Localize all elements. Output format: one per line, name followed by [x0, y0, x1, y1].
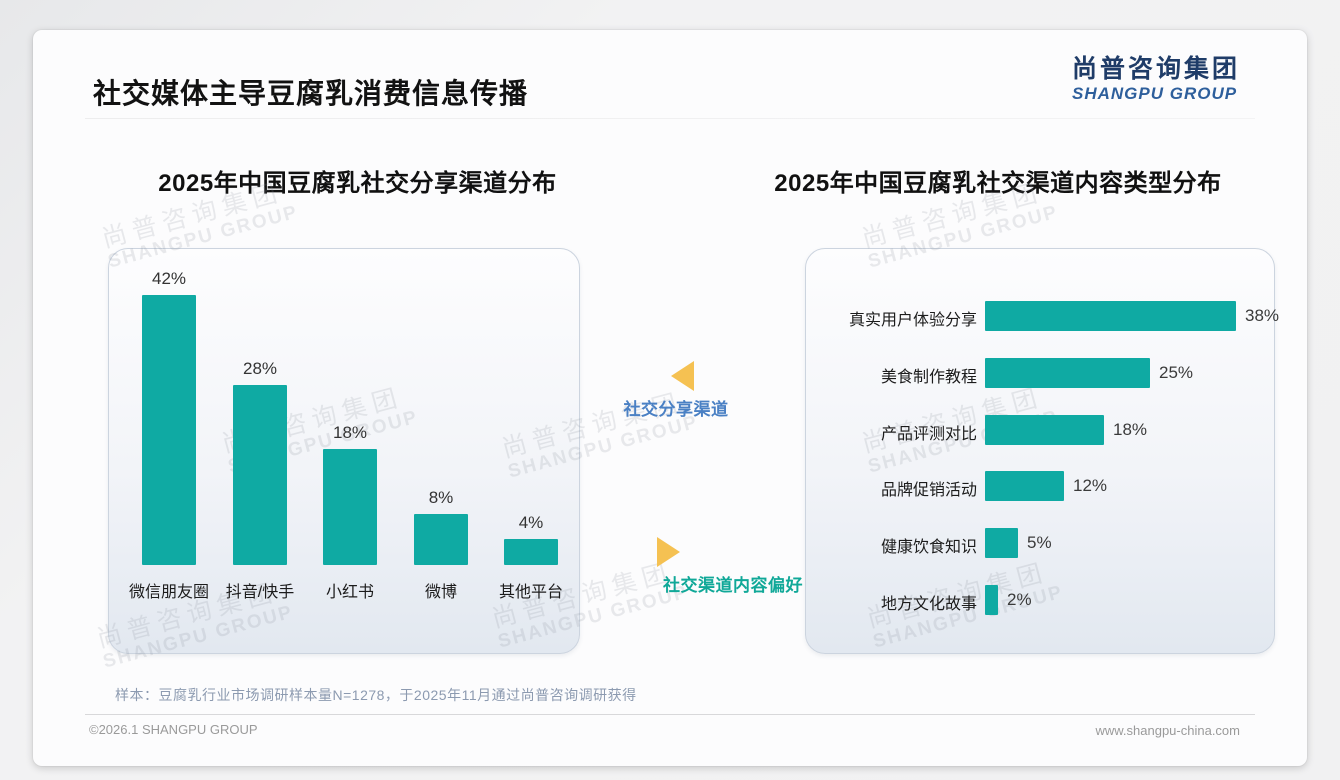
bar — [985, 301, 1236, 331]
arrow-right-icon — [657, 537, 680, 567]
bar — [985, 471, 1064, 501]
left-chart-plot: 42% 微信朋友圈 28% 抖音/快手 18% 小红书 8% 微博 4% 其他平台 — [108, 248, 578, 652]
right-chart-plot: 真实用户体验分享 38% 美食制作教程 25% 产品评测对比 18% 品牌促销活动 12% 健康… — [805, 248, 1279, 652]
bar-value-label: 38% — [1245, 306, 1280, 325]
bar-category-label: 美食制作教程 — [880, 369, 977, 386]
logo-english-name: SHANGPU GROUP — [1071, 84, 1238, 103]
sample-footnote: 样本：豆腐乳行业市场调研样本量N=1278，于2025年11月通过尚普咨询调研获… — [115, 687, 637, 703]
bar-value-label: 28% — [242, 359, 278, 378]
bar-value-label: 42% — [151, 269, 187, 288]
bar-value-label: 25% — [1159, 363, 1194, 382]
bar-value-label: 5% — [1027, 533, 1052, 552]
bar-value-label: 12% — [1073, 476, 1108, 495]
bar — [985, 528, 1018, 558]
bar-category-label: 产品评测对比 — [880, 426, 977, 443]
bar-category-label: 地方文化故事 — [880, 596, 977, 613]
bar-category-label: 健康饮食知识 — [880, 539, 977, 556]
bar-category-label: 微信朋友圈 — [128, 584, 209, 601]
bar-category-label: 抖音/快手 — [225, 584, 295, 601]
bar — [985, 358, 1150, 388]
bar-category-label: 微博 — [424, 584, 457, 601]
bar — [142, 295, 196, 565]
bar-category-label: 真实用户体验分享 — [848, 312, 977, 329]
bar — [985, 585, 998, 615]
left-chart-title: 2025年中国豆腐乳社交分享渠道分布 — [158, 170, 557, 197]
bar-value-label: 18% — [332, 423, 368, 442]
company-logo: 尚普咨询集团 SHANGPU GROUP — [1072, 54, 1240, 104]
annotation-content-preference: 社交渠道内容偏好 — [657, 537, 803, 596]
footer-divider — [85, 714, 1255, 715]
right-chart-title: 2025年中国豆腐乳社交渠道内容类型分布 — [774, 170, 1222, 197]
logo-chinese-name: 尚普咨询集团 — [1071, 55, 1240, 83]
bar — [985, 415, 1104, 445]
annotation-share-channel: 社交分享渠道 — [624, 361, 761, 420]
bar — [323, 449, 377, 565]
bar — [414, 514, 468, 565]
footer-copyright: ©2026.1 SHANGPU GROUP — [89, 722, 258, 737]
bar — [233, 385, 287, 565]
annotation-share-channel-label: 社交分享渠道 — [623, 400, 729, 419]
header-divider — [85, 118, 1255, 119]
bar-category-label: 其他平台 — [498, 584, 563, 601]
arrow-left-icon — [671, 361, 694, 391]
bar — [504, 539, 558, 565]
slide: 社交媒体主导豆腐乳消费信息传播 尚普咨询集团 SHANGPU GROUP 尚普咨… — [33, 30, 1307, 766]
bar-category-label: 品牌促销活动 — [880, 482, 977, 499]
bar-value-label: 8% — [428, 488, 454, 507]
bar-value-label: 4% — [518, 513, 544, 532]
page-title: 社交媒体主导豆腐乳消费信息传播 — [93, 78, 529, 109]
bar-value-label: 18% — [1113, 420, 1148, 439]
bar-value-label: 2% — [1007, 590, 1032, 609]
annotation-content-preference-label: 社交渠道内容偏好 — [663, 576, 803, 595]
footer-website: www.shangpu-china.com — [1095, 723, 1240, 738]
bar-category-label: 小红书 — [325, 584, 374, 601]
